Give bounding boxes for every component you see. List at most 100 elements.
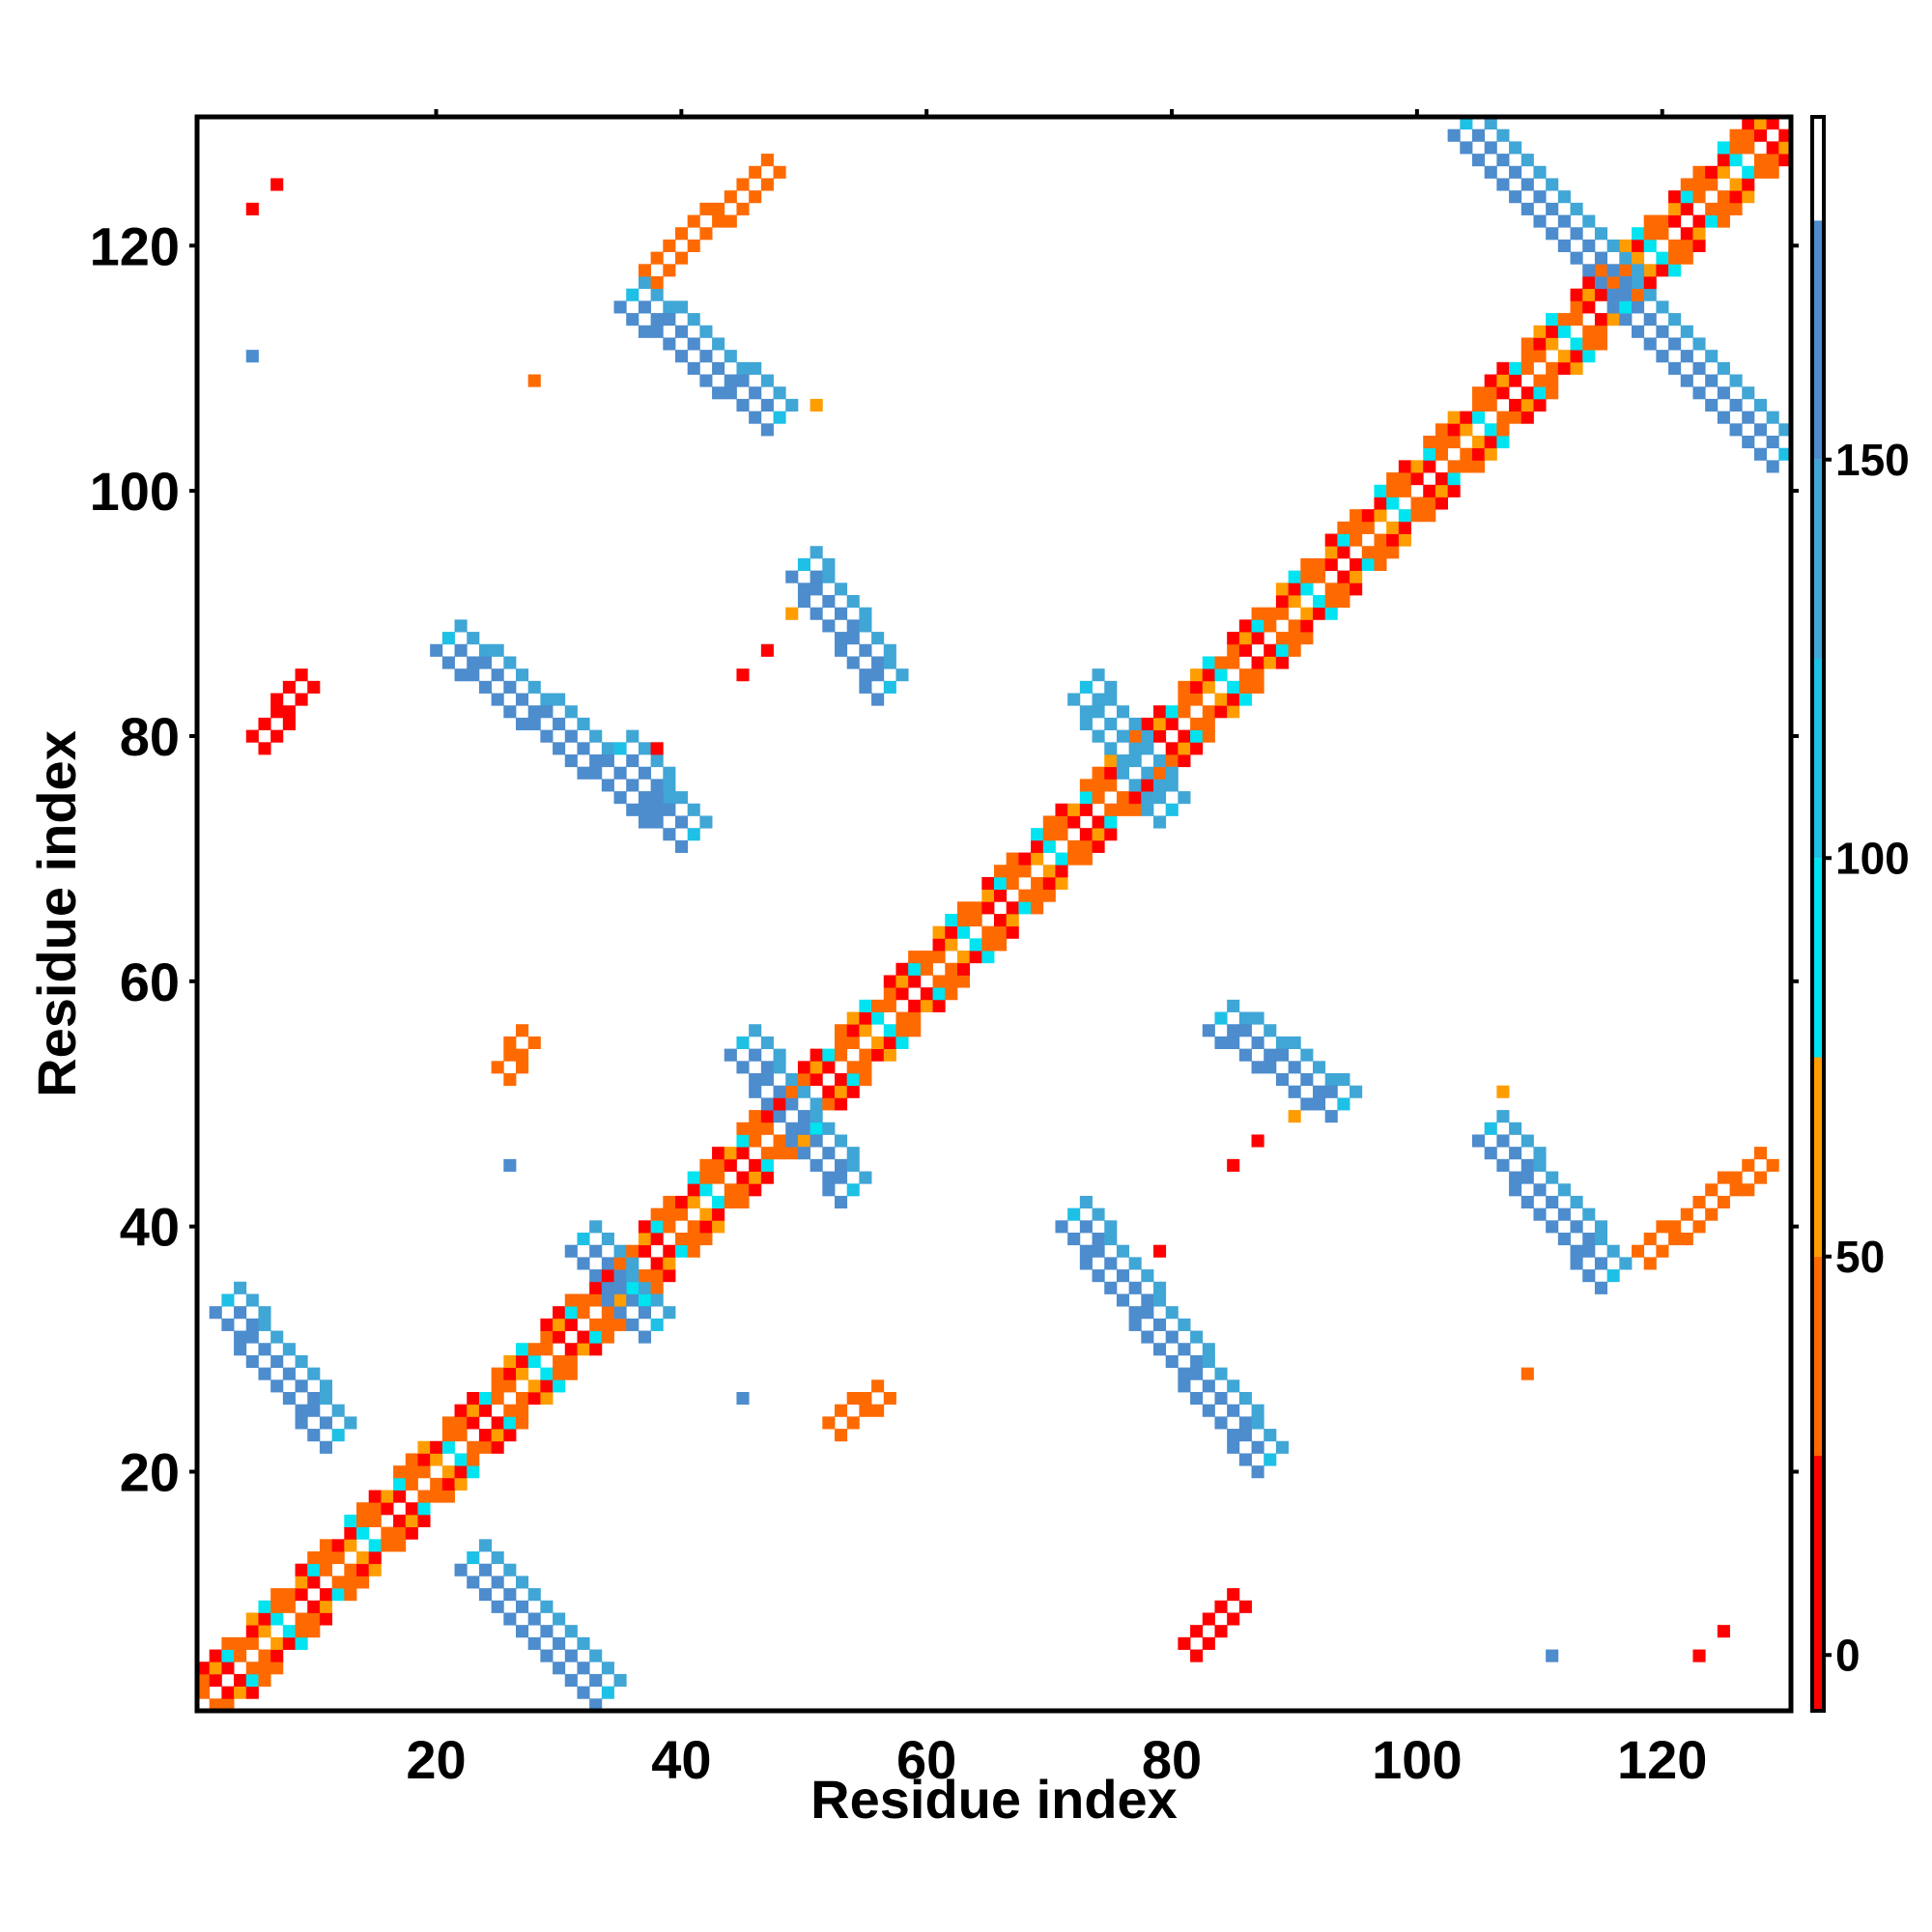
contact-cell <box>859 1011 872 1025</box>
contact-cell <box>1766 436 1779 449</box>
colorbar-tick-label: 150 <box>1835 435 1910 485</box>
contact-cell <box>1398 533 1411 547</box>
contact-cell <box>1202 656 1215 669</box>
contact-cell <box>1582 325 1596 338</box>
contact-cell <box>577 1662 590 1675</box>
contact-cell <box>1668 251 1682 265</box>
contact-cell <box>1656 1220 1669 1234</box>
contact-cell <box>381 1490 394 1503</box>
contact-cell <box>650 791 664 805</box>
contact-cell <box>956 951 971 964</box>
contact-cell <box>1178 1379 1191 1393</box>
contact-cell <box>846 1147 860 1160</box>
contact-cell <box>516 1024 529 1037</box>
contact-cell <box>724 1147 737 1160</box>
contact-cell <box>1496 178 1510 191</box>
contact-cell <box>871 999 885 1012</box>
contact-cell <box>895 987 909 1001</box>
contact-cell <box>491 1551 504 1565</box>
contact-cell <box>1116 729 1130 743</box>
contact-cell <box>1570 1220 1583 1234</box>
contact-cell <box>1275 595 1290 609</box>
contact-cell <box>1570 227 1583 241</box>
contact-cell <box>1460 411 1473 424</box>
contact-cell <box>589 1318 603 1331</box>
contact-cell <box>1238 1024 1252 1037</box>
contact-cell <box>1214 1036 1228 1050</box>
contact-cell <box>1104 1233 1118 1246</box>
contact-cell <box>1288 632 1301 645</box>
contact-cell <box>1055 852 1068 866</box>
contact-cell <box>307 1551 321 1565</box>
contact-cell <box>1251 1416 1264 1430</box>
contact-cell <box>1178 742 1191 755</box>
contact-cell <box>835 1036 848 1050</box>
contact-cell <box>454 1429 468 1442</box>
contact-cell <box>1472 398 1486 412</box>
contact-cell <box>307 1612 321 1626</box>
contact-cell <box>295 668 308 682</box>
contact-cell <box>626 803 639 816</box>
contact-cell <box>245 1662 259 1675</box>
contact-cell <box>221 1318 235 1331</box>
contact-cell <box>1214 1625 1228 1638</box>
contact-cell <box>344 1514 357 1528</box>
contact-cell <box>1496 361 1510 375</box>
contact-cell <box>601 742 614 755</box>
contact-cell <box>1594 337 1608 351</box>
contact-cell <box>1324 546 1338 559</box>
contact-cell <box>258 1673 271 1688</box>
contact-cell <box>1619 1257 1633 1270</box>
contact-cell <box>797 1122 811 1135</box>
contact-cell <box>601 1257 614 1270</box>
contact-cell <box>675 1195 689 1209</box>
contact-cell <box>1606 288 1620 301</box>
colorbar-band <box>1812 1256 1824 1456</box>
contact-cell <box>650 1318 664 1331</box>
contact-cell <box>1128 729 1142 743</box>
contact-cell <box>564 1673 578 1688</box>
contact-cell <box>908 951 922 964</box>
contact-cell <box>859 1392 872 1406</box>
contact-cell <box>577 1636 590 1650</box>
contact-cell <box>687 239 700 253</box>
contact-cell <box>1337 533 1350 547</box>
contact-cell <box>650 779 664 792</box>
contact-cell <box>553 1636 566 1650</box>
contact-cell <box>810 1097 823 1111</box>
contact-cell <box>503 1354 517 1369</box>
x-tick-label: 80 <box>1142 1729 1202 1790</box>
contact-cell <box>1288 595 1301 609</box>
contact-cell <box>1533 1208 1547 1221</box>
contact-cell <box>478 1429 493 1442</box>
contact-cell <box>1656 300 1669 314</box>
contact-cell <box>859 680 872 694</box>
contact-cell <box>1546 1195 1559 1209</box>
contact-cell <box>638 1330 652 1344</box>
contact-cell <box>1104 754 1118 768</box>
contact-cell <box>663 1257 676 1270</box>
contact-cell <box>1018 889 1032 902</box>
contact-cell <box>478 656 493 669</box>
contact-cell <box>687 361 700 375</box>
contact-cell <box>1092 828 1105 841</box>
contact-cell <box>1104 815 1118 829</box>
contact-cell <box>491 1576 504 1589</box>
contact-cell <box>270 705 284 719</box>
contact-cell <box>1557 313 1571 327</box>
contact-cell <box>638 1220 652 1234</box>
contact-cell <box>245 1673 259 1688</box>
contact-cell <box>516 668 529 682</box>
contact-cell <box>1251 1011 1264 1025</box>
contact-cell <box>663 264 676 277</box>
contact-cell <box>234 1686 247 1699</box>
contact-cell <box>687 1244 700 1258</box>
contact-cell <box>1717 1171 1730 1184</box>
contact-cell <box>1153 717 1167 731</box>
contact-cell <box>1423 447 1436 461</box>
contact-cell <box>430 1490 443 1503</box>
contact-cell <box>441 656 455 669</box>
contact-cell <box>1435 497 1449 510</box>
contact-cell <box>626 754 639 768</box>
